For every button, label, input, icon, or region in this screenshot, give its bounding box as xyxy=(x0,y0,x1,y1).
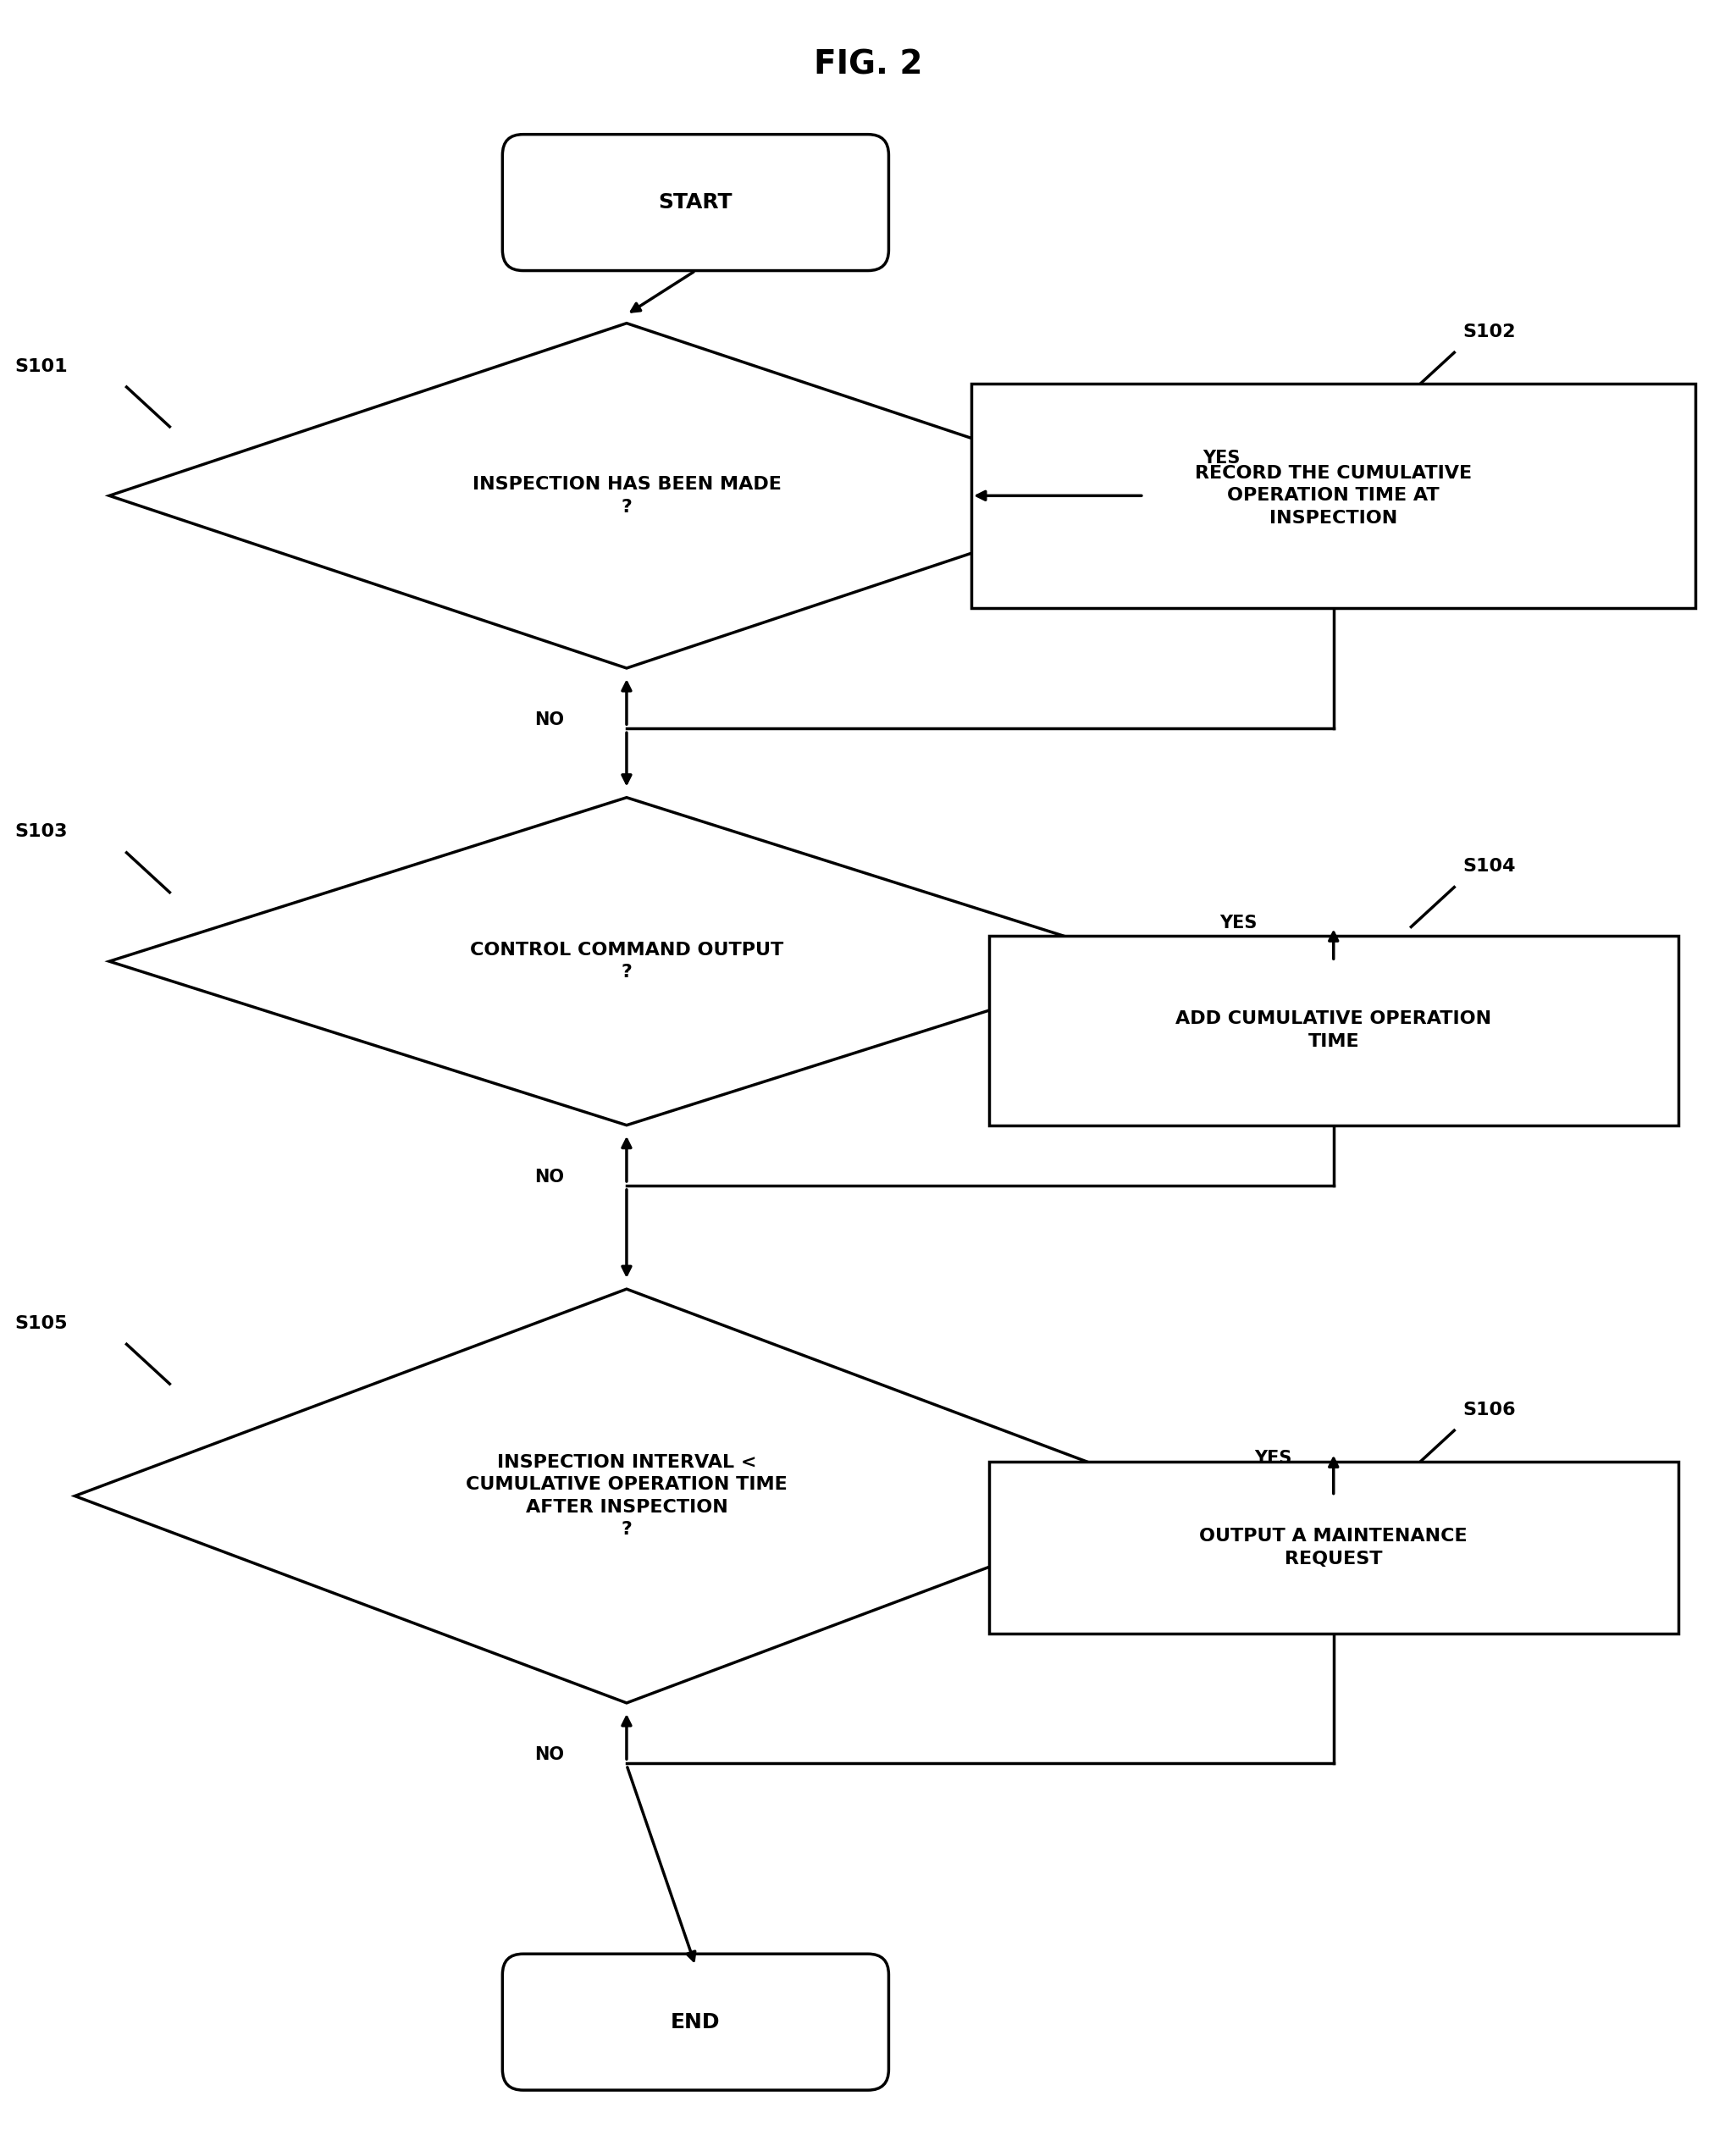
Text: YES: YES xyxy=(1203,449,1240,467)
Text: NO: NO xyxy=(535,1168,564,1186)
Polygon shape xyxy=(109,798,1144,1126)
Text: ADD CUMULATIVE OPERATION
TIME: ADD CUMULATIVE OPERATION TIME xyxy=(1175,1010,1491,1051)
Text: S102: S102 xyxy=(1463,323,1516,340)
Text: S101: S101 xyxy=(14,357,68,374)
Text: START: START xyxy=(658,193,733,212)
Text: S103: S103 xyxy=(14,824,68,841)
Text: YES: YES xyxy=(1255,1449,1292,1466)
Text: S104: S104 xyxy=(1463,858,1516,875)
Text: INSPECTION HAS BEEN MADE
?: INSPECTION HAS BEEN MADE ? xyxy=(472,475,781,516)
Text: NO: NO xyxy=(535,1746,564,1763)
FancyBboxPatch shape xyxy=(502,135,889,270)
FancyBboxPatch shape xyxy=(990,935,1679,1126)
Text: INSPECTION INTERVAL <
CUMULATIVE OPERATION TIME
AFTER INSPECTION
?: INSPECTION INTERVAL < CUMULATIVE OPERATI… xyxy=(465,1453,788,1539)
Text: YES: YES xyxy=(1220,916,1257,931)
Text: CONTROL COMMAND OUTPUT
?: CONTROL COMMAND OUTPUT ? xyxy=(470,942,783,980)
Polygon shape xyxy=(75,1288,1179,1703)
FancyBboxPatch shape xyxy=(972,383,1696,608)
Text: NO: NO xyxy=(535,710,564,728)
Text: S105: S105 xyxy=(14,1316,68,1331)
Text: OUTPUT A MAINTENANCE
REQUEST: OUTPUT A MAINTENANCE REQUEST xyxy=(1200,1528,1467,1566)
Polygon shape xyxy=(109,323,1144,668)
FancyBboxPatch shape xyxy=(990,1462,1679,1635)
Text: FIG. 2: FIG. 2 xyxy=(814,49,922,81)
FancyBboxPatch shape xyxy=(502,1954,889,2091)
Text: RECORD THE CUMULATIVE
OPERATION TIME AT
INSPECTION: RECORD THE CUMULATIVE OPERATION TIME AT … xyxy=(1194,464,1472,526)
Text: END: END xyxy=(670,2012,720,2033)
Text: S106: S106 xyxy=(1463,1402,1516,1419)
